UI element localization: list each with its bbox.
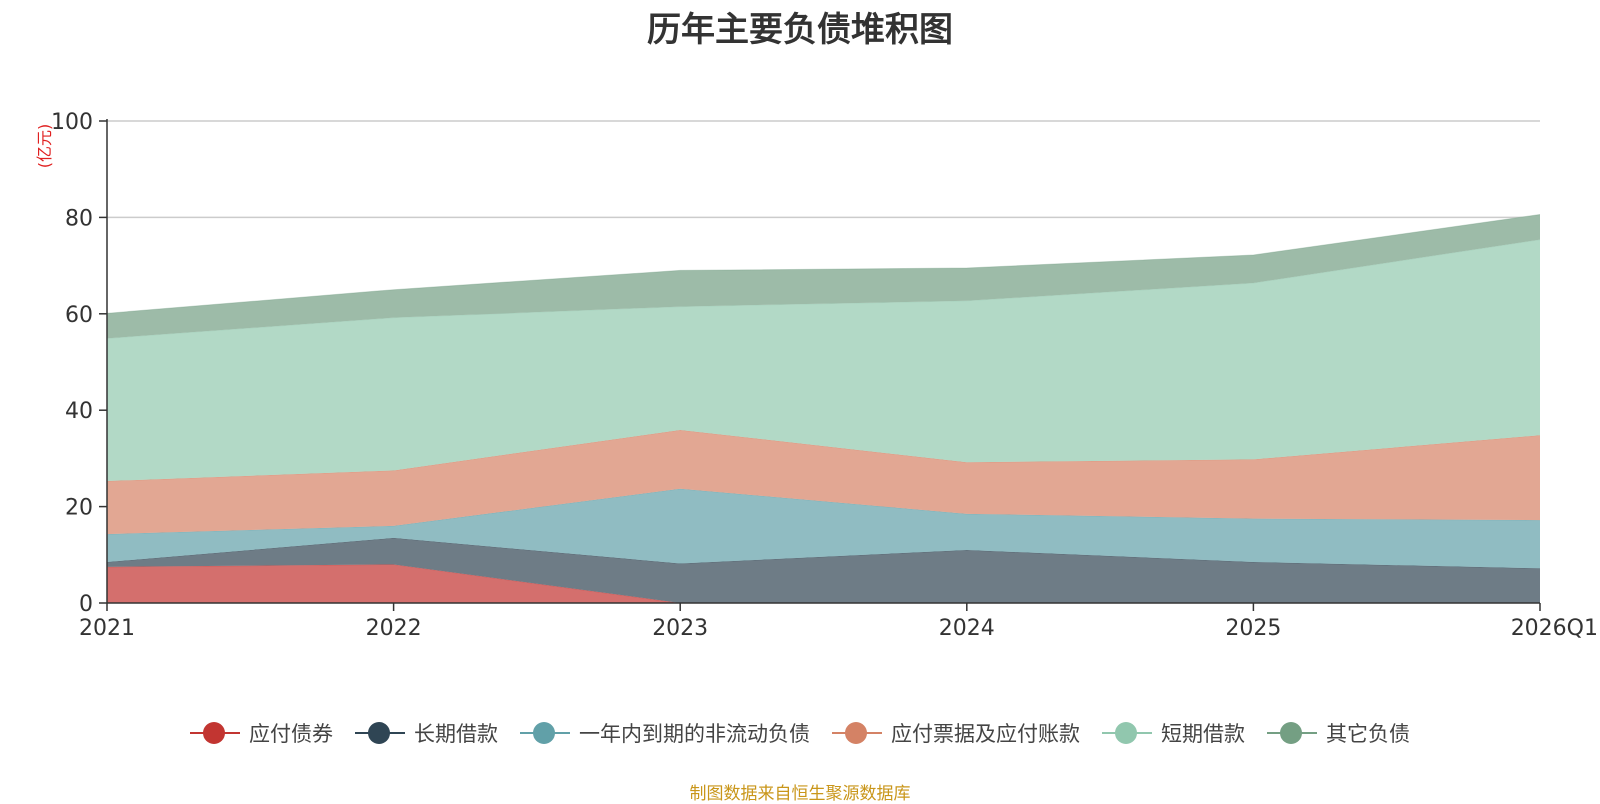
x-tick-label-2: 2023 xyxy=(652,616,708,641)
y-axis-unit-label: (亿元) xyxy=(35,124,54,169)
y-tick-label-1: 20 xyxy=(65,496,93,521)
area-line-series-5 xyxy=(106,214,1541,314)
area-series-5 xyxy=(107,214,1540,339)
legend-swatch-dot xyxy=(533,722,555,744)
y-tick-label-5: 100 xyxy=(51,110,93,135)
area-series-3 xyxy=(107,429,1540,535)
legend-swatch-dot xyxy=(845,722,867,744)
chart-title: 历年主要负债堆积图 xyxy=(647,10,953,50)
legend-label: 应付债券 xyxy=(249,722,333,746)
area-series-0 xyxy=(107,564,1540,603)
y-tick-label-2: 40 xyxy=(65,399,93,424)
area-series-1 xyxy=(107,537,1540,603)
legend-swatch-dot xyxy=(203,722,225,744)
legend-label: 应付票据及应付账款 xyxy=(891,722,1080,746)
legend-label: 长期借款 xyxy=(414,722,498,746)
area-series-4 xyxy=(107,239,1540,482)
legend-item-3[interactable]: 应付票据及应付账款 xyxy=(832,718,1080,748)
legend-swatch-dot xyxy=(1280,722,1302,744)
x-tick-label-1: 2022 xyxy=(366,616,422,641)
y-tick-label-4: 80 xyxy=(65,206,93,231)
x-tick-label-5: 2026Q1 xyxy=(1511,616,1598,641)
x-tick-label-4: 2025 xyxy=(1225,616,1281,641)
legend-swatch-icon xyxy=(190,722,240,744)
legend-swatch-icon xyxy=(355,722,405,744)
legend-swatch-icon xyxy=(520,722,570,744)
x-tick-label-3: 2024 xyxy=(939,616,995,641)
legend-label: 一年内到期的非流动负债 xyxy=(579,722,810,746)
legend-item-4[interactable]: 短期借款 xyxy=(1102,718,1245,748)
legend-swatch-dot xyxy=(368,722,390,744)
legend-label: 其它负债 xyxy=(1326,722,1410,746)
legend-item-0[interactable]: 应付债券 xyxy=(190,718,333,748)
y-tick-label-0: 0 xyxy=(79,592,93,617)
legend-swatch-dot xyxy=(1115,722,1137,744)
source-note: 制图数据来自恒生聚源数据库 xyxy=(689,784,911,804)
legend-swatch-icon xyxy=(1267,722,1317,744)
legend-item-1[interactable]: 长期借款 xyxy=(355,718,498,748)
area-series-2 xyxy=(107,488,1540,569)
x-tick-label-0: 2021 xyxy=(79,616,135,641)
legend-label: 短期借款 xyxy=(1161,722,1245,746)
legend-item-5[interactable]: 其它负债 xyxy=(1267,718,1410,748)
legend-swatch-icon xyxy=(1102,722,1152,744)
legend-swatch-icon xyxy=(832,722,882,744)
y-tick-label-3: 60 xyxy=(65,303,93,328)
legend[interactable]: 应付债券 长期借款 一年内到期的非流动负债 应付票据及应付账款 短期借款 其它负债 xyxy=(0,718,1600,748)
legend-item-2[interactable]: 一年内到期的非流动负债 xyxy=(520,718,810,748)
